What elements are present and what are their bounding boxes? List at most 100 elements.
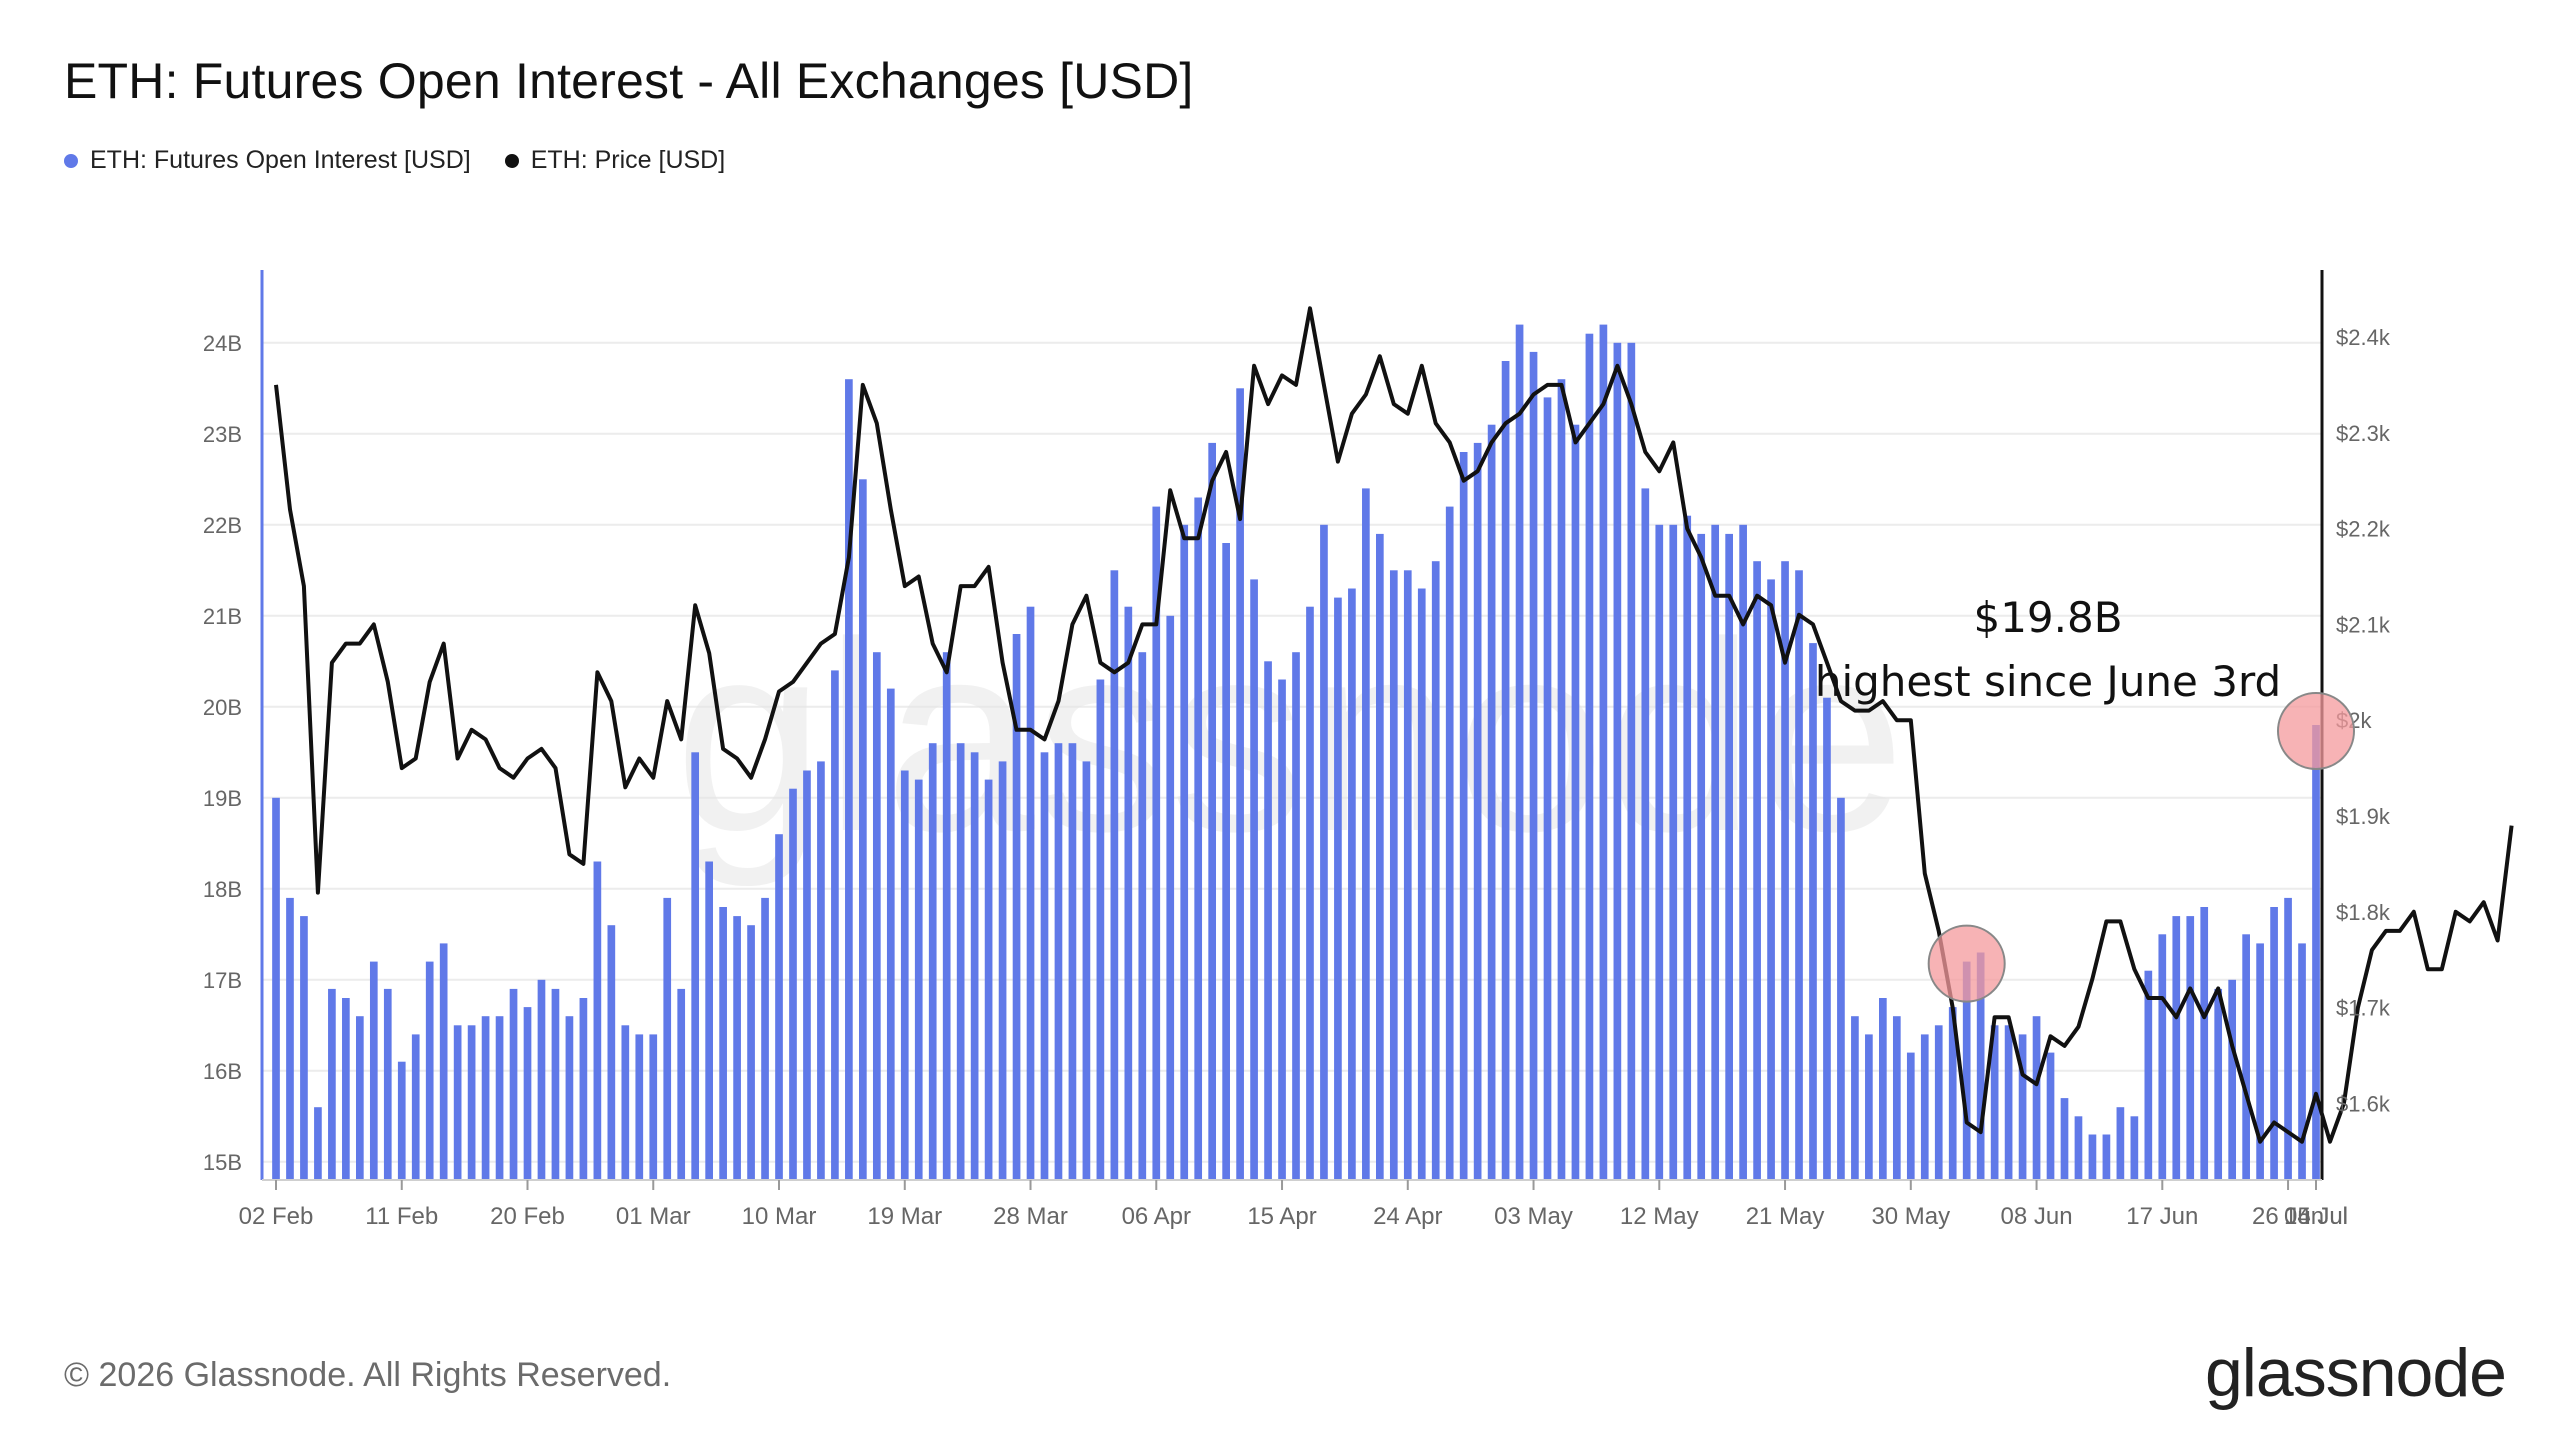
oi-bar — [691, 752, 700, 1180]
oi-bar — [2242, 934, 2250, 1180]
y-right-tick-label: $1.7k — [2336, 996, 2391, 1021]
oi-bar — [928, 743, 937, 1180]
oi-bar — [1012, 634, 1021, 1180]
oi-bar — [831, 670, 839, 1180]
oi-bar — [2088, 1134, 2097, 1180]
oi-bar — [1334, 597, 1342, 1180]
oi-bar — [2004, 1025, 2013, 1180]
oi-bar — [789, 788, 797, 1180]
y-right-tick-label: $2.4k — [2336, 325, 2391, 350]
oi-bar — [1697, 533, 1706, 1180]
oi-bar — [467, 1025, 476, 1180]
oi-bar — [1362, 488, 1370, 1180]
oi-bar — [425, 961, 434, 1180]
oi-bar — [481, 1016, 490, 1180]
y-left-tick-label: 23B — [203, 422, 242, 447]
oi-bar — [663, 897, 672, 1180]
oi-bar — [1445, 506, 1454, 1181]
oi-bar — [1837, 797, 1845, 1180]
annotation-value: $19.8B — [1973, 593, 2122, 642]
oi-bar — [1739, 524, 1747, 1180]
oi-bar — [272, 797, 280, 1180]
oi-bar — [1585, 333, 1594, 1180]
oi-bar — [523, 1007, 532, 1180]
oi-bar — [1543, 397, 1552, 1180]
x-tick-label: 03 May — [1494, 1203, 1573, 1230]
oi-bar — [649, 1034, 658, 1180]
oi-bar — [1865, 1034, 1873, 1180]
oi-bar — [747, 925, 755, 1180]
oi-bar — [1348, 588, 1356, 1180]
oi-bar — [817, 761, 825, 1180]
oi-bar — [956, 743, 965, 1180]
y-right-tick-label: $2.1k — [2336, 612, 2391, 637]
oi-bar — [314, 1107, 322, 1180]
annotation: $19.8B highest since June 3rd — [1815, 593, 2355, 1003]
oi-bar — [872, 652, 881, 1180]
x-tick-label: 06 Apr — [1122, 1203, 1191, 1230]
oi-bar — [1795, 570, 1803, 1180]
oi-bar — [2116, 1107, 2125, 1180]
oi-bar — [2270, 907, 2278, 1180]
oi-bar — [1082, 761, 1091, 1180]
oi-bar — [1990, 1025, 1999, 1180]
oi-bar — [1571, 424, 1580, 1180]
oi-bar — [2284, 897, 2292, 1180]
oi-bar — [397, 1061, 406, 1180]
oi-bar — [1529, 351, 1538, 1180]
legend-item-open-interest[interactable]: ETH: Futures Open Interest [USD] — [64, 146, 471, 175]
oi-bar — [803, 770, 811, 1180]
oi-bar — [1124, 606, 1133, 1180]
oi-bar — [2158, 934, 2167, 1180]
price-line — [274, 306, 2514, 1144]
oi-bar — [1306, 606, 1314, 1180]
oi-bar — [495, 1016, 504, 1180]
oi-bar — [859, 479, 867, 1180]
oi-bar — [1487, 424, 1496, 1180]
x-tick-label: 14 Jul — [2284, 1203, 2348, 1230]
x-tick-label: 21 May — [1746, 1203, 1825, 1230]
oi-bar — [1851, 1016, 1859, 1180]
oi-bar — [1892, 1016, 1901, 1180]
x-tick-label: 30 May — [1871, 1203, 1950, 1230]
highlight-marker-latest — [2277, 692, 2355, 770]
y-right-tick-label: $1.6k — [2336, 1091, 2391, 1116]
oi-bar — [719, 907, 727, 1180]
oi-bar — [1641, 488, 1650, 1180]
legend: ETH: Futures Open Interest [USD] ETH: Pr… — [64, 146, 725, 175]
oi-bar — [621, 1025, 630, 1180]
oi-bar — [1054, 743, 1063, 1180]
price-line-group — [274, 306, 2514, 1144]
oi-bar — [2200, 907, 2209, 1180]
oi-bar — [1753, 561, 1761, 1180]
oi-bar — [2032, 1016, 2041, 1180]
legend-item-price[interactable]: ETH: Price [USD] — [504, 146, 725, 175]
oi-bar — [1934, 1025, 1943, 1180]
oi-bar — [2214, 988, 2223, 1180]
y-right-tick-label: $1.8k — [2336, 900, 2391, 925]
oi-bar — [1515, 324, 1524, 1181]
oi-bar — [2074, 1116, 2083, 1180]
oi-bar — [1068, 743, 1077, 1180]
oi-bar — [369, 961, 378, 1180]
oi-bar — [1809, 643, 1817, 1180]
glassnode-logo: glassnode — [2204, 1335, 2507, 1411]
oi-bar — [328, 988, 336, 1180]
x-tick-label: 11 Feb — [365, 1203, 438, 1230]
oi-bars — [272, 324, 2320, 1181]
oi-bar — [537, 979, 546, 1180]
oi-bar — [2144, 970, 2153, 1180]
oi-bar — [733, 916, 741, 1180]
y-left-tick-label: 21B — [203, 604, 242, 629]
oi-bar — [984, 779, 993, 1180]
oi-bar — [551, 988, 560, 1180]
oi-bar — [1110, 570, 1119, 1180]
x-tick-label: 20 Feb — [490, 1203, 565, 1230]
oi-bar — [1250, 579, 1258, 1180]
oi-bar — [1180, 524, 1189, 1180]
oi-bar — [1264, 661, 1272, 1180]
oi-bar — [1613, 342, 1622, 1180]
oi-bar — [1459, 452, 1468, 1180]
x-tick-label: 28 Mar — [993, 1203, 1068, 1230]
